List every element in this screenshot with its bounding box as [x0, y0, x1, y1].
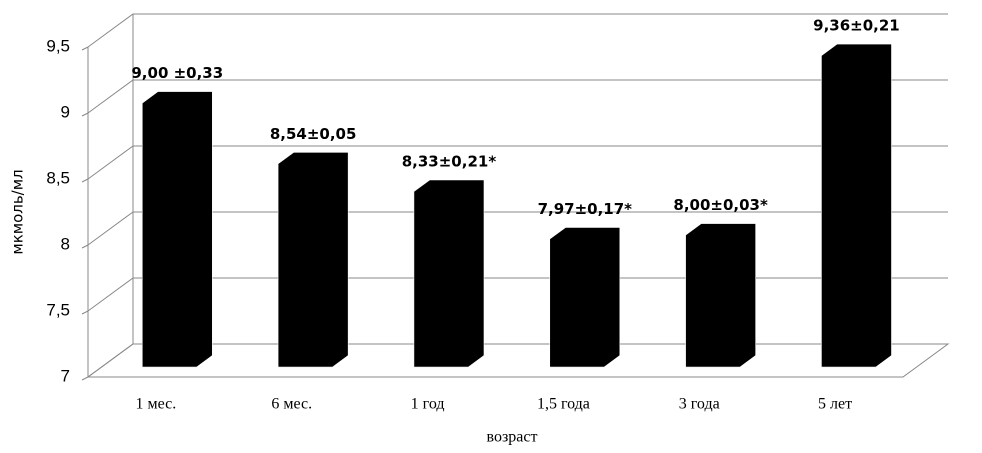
- grid-line: [87, 13, 948, 48]
- floor: [86, 343, 950, 378]
- grid-line: [87, 79, 948, 114]
- value-label: 8,00±0,03*: [673, 196, 768, 214]
- x-tick-label: 5 лет: [818, 396, 852, 413]
- bar: [685, 223, 756, 368]
- grid-line: [87, 277, 948, 312]
- y-tick-label: 9,5: [46, 36, 70, 55]
- y-tick-label: 8,5: [46, 168, 70, 187]
- bar: [277, 151, 349, 368]
- value-label: 9,36±0,21: [813, 17, 900, 35]
- x-tick-label: 1,5 года: [537, 396, 590, 413]
- x-tick-label: 6 мес.: [271, 396, 312, 413]
- x-axis-title: возраст: [487, 429, 538, 446]
- tick-mark: [81, 376, 89, 381]
- value-label: 8,33±0,21*: [402, 152, 497, 170]
- tick-mark: [81, 178, 89, 183]
- value-label: 7,97±0,17*: [538, 200, 633, 218]
- x-tick-label: 1 мес.: [136, 396, 177, 413]
- bar: [413, 179, 485, 368]
- grid-line: [87, 145, 948, 180]
- bar: [549, 227, 621, 368]
- y-axis-title: мкмоль/мл: [9, 169, 27, 254]
- y-tick-label: 8: [61, 234, 70, 253]
- grid-line: [87, 211, 948, 246]
- value-label: 9,00 ±0,33: [131, 64, 223, 82]
- x-tick-label: 1 год: [411, 396, 445, 413]
- tick-mark: [81, 244, 89, 249]
- bar: [141, 91, 213, 368]
- y-tick-label: 7,5: [46, 300, 70, 319]
- value-label: 8,54±0,05: [270, 125, 357, 143]
- y-tick-label: 7: [61, 366, 70, 385]
- bar: [821, 43, 892, 368]
- tick-mark: [81, 112, 89, 117]
- grid-line: [87, 343, 948, 378]
- y-tick-label: 9: [61, 102, 70, 121]
- x-tick-label: 3 года: [679, 396, 720, 413]
- tick-mark: [81, 310, 89, 315]
- tick-mark: [81, 46, 89, 51]
